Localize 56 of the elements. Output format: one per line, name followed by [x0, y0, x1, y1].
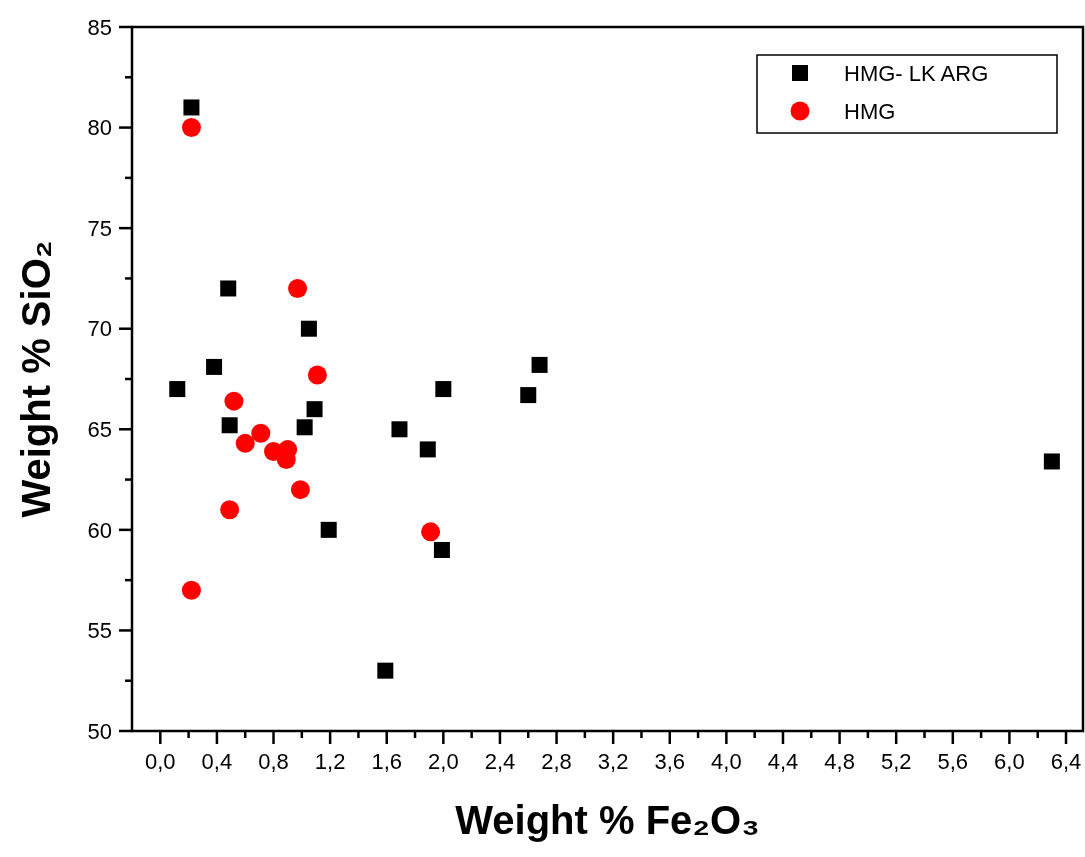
x-tick-label: 4,4: [767, 749, 799, 774]
y-tick-label: 55: [87, 618, 112, 644]
y-tick-label: 60: [87, 517, 112, 543]
point: [169, 381, 186, 398]
point: [235, 433, 255, 453]
point: [251, 423, 271, 443]
point: [183, 99, 200, 116]
point: [531, 356, 548, 373]
x-tick-label: 1,2: [314, 749, 346, 774]
x-tick-label: 6,0: [994, 749, 1025, 774]
point: [421, 522, 441, 542]
x-tick-label: 4,8: [824, 749, 855, 774]
point: [181, 118, 201, 138]
point: [288, 278, 308, 298]
x-axis-title: Weight % Fe₂O₃: [455, 798, 760, 842]
point: [221, 417, 238, 434]
x-tick-label: 6,4: [1050, 749, 1082, 774]
x-tick-label: 5,6: [937, 749, 969, 774]
point: [300, 320, 317, 337]
legend-label: HMG- LK ARG: [844, 60, 989, 86]
point: [435, 381, 452, 398]
x-tick-label: 0,4: [201, 749, 233, 774]
x-tick-label: 3,2: [597, 749, 629, 774]
point: [433, 541, 450, 558]
point: [220, 500, 240, 520]
point: [520, 387, 537, 404]
y-tick-label: 65: [87, 416, 112, 442]
point: [419, 441, 436, 458]
x-tick-label: 3,6: [654, 749, 686, 774]
point: [307, 365, 327, 385]
point: [206, 358, 223, 375]
point: [1043, 453, 1060, 470]
point: [391, 421, 408, 438]
point: [220, 280, 237, 297]
point: [290, 480, 310, 500]
y-axis-title: Weight % SiO₂: [14, 240, 58, 518]
y-tick-label: 80: [87, 115, 112, 141]
x-tick-label: 2,0: [428, 749, 459, 774]
point: [224, 391, 244, 411]
y-tick-label: 70: [87, 316, 112, 342]
x-tick-label: 1,6: [371, 749, 403, 774]
point: [296, 419, 313, 436]
point: [377, 662, 394, 679]
x-tick-label: 2,8: [541, 749, 572, 774]
legend-label: HMG: [844, 98, 896, 124]
y-tick-label: 85: [87, 14, 112, 40]
x-tick-label: 0,8: [258, 749, 289, 774]
y-tick-label: 50: [87, 718, 112, 744]
y-tick-label: 75: [87, 215, 112, 241]
point: [320, 521, 337, 538]
x-tick-label: 0,0: [145, 749, 176, 774]
x-tick-label: 2,4: [484, 749, 516, 774]
x-tick-label: 4,0: [711, 749, 742, 774]
x-tick-label: 5,2: [880, 749, 912, 774]
point: [306, 401, 323, 418]
point: [181, 580, 201, 600]
